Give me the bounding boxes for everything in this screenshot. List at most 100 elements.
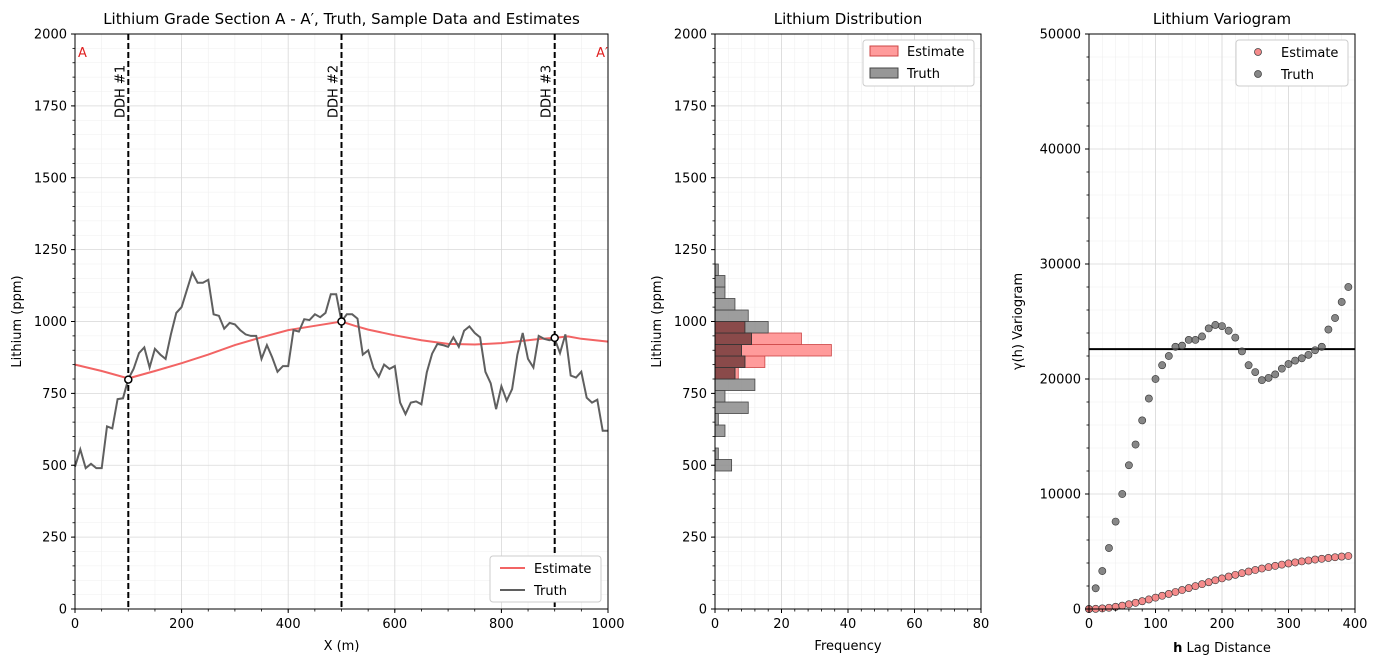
section-x-axis-label: X (m)	[324, 639, 360, 654]
estimate-variogram-point	[1171, 588, 1180, 596]
truth-variogram-point	[1151, 375, 1160, 383]
truth-variogram-point	[1184, 335, 1193, 344]
distribution-y-tick-label: 2000	[674, 28, 707, 43]
estimate-variogram-point	[1277, 560, 1286, 569]
truth-variogram-point	[1337, 298, 1346, 306]
variogram-y-tick-label: 0	[1073, 603, 1081, 618]
distribution-x-tick-label: 0	[711, 617, 719, 632]
distribution-x-tick-label: 20	[773, 617, 790, 632]
drillhole-label-3: DDH #3	[540, 65, 555, 118]
section-x-tick-label: 800	[489, 617, 514, 632]
truth-hist-bar	[714, 298, 736, 311]
estimate-variogram-point	[1238, 569, 1246, 578]
truth-variogram-point	[1211, 321, 1220, 329]
section-chart: DDH #1 DDH #2 DDH #3 0 200 400 600 800 1000 0 250…	[10, 10, 625, 654]
variogram-x-tick-label: 300	[1276, 617, 1301, 632]
truth-variogram-point	[1344, 283, 1353, 291]
section-y-tick-label: 0	[59, 603, 67, 618]
section-x-tick-label: 1000	[591, 617, 624, 632]
truth-hist-bar	[714, 309, 749, 322]
estimate-variogram-point	[1191, 582, 1200, 591]
estimate-variogram-point	[1131, 598, 1140, 607]
distribution-y-tick-label: 500	[682, 459, 707, 474]
truth-variogram-point	[1251, 368, 1260, 376]
variogram-legend: Estimate Truth	[1235, 39, 1349, 87]
truth-variogram-point	[1284, 360, 1293, 368]
truth-variogram-point	[1231, 333, 1240, 342]
truth-variogram-point	[1191, 335, 1200, 344]
distribution-y-axis-label: Lithium (ppm)	[650, 275, 665, 367]
overlap-hist-bar	[714, 344, 743, 357]
truth-variogram-point	[1204, 324, 1213, 333]
estimate-variogram-point	[1211, 576, 1220, 585]
distribution-y-tick-label: 250	[682, 531, 707, 546]
distribution-y-tick-label: 1750	[674, 99, 707, 114]
estimate-variogram-point	[1224, 572, 1233, 581]
distribution-legend: Estimate Truth	[862, 39, 975, 87]
section-y-tick-label: 500	[42, 459, 67, 474]
truth-hist-bar	[714, 459, 733, 472]
variogram-legend-estimate: Estimate	[1281, 46, 1338, 61]
distribution-y-tick-label: 1000	[674, 315, 707, 330]
overlap-hist-bar	[714, 355, 746, 368]
truth-variogram-point	[1244, 361, 1253, 370]
estimate-variogram-point	[1151, 593, 1160, 602]
section-y-tick-label: 1000	[34, 315, 67, 330]
estimate-variogram-point	[1284, 559, 1293, 568]
section-y-tick-label: 1750	[34, 99, 67, 114]
truth-variogram-point	[1331, 314, 1339, 322]
truth-variogram-point	[1238, 347, 1246, 356]
distribution-chart: 0 20 40 60 80025050075010001250150017502000 …	[650, 10, 989, 654]
estimate-variogram-point	[1158, 591, 1167, 600]
drillhole-sample-point-3	[550, 333, 559, 343]
variogram-y-tick-label: 10000	[1040, 488, 1081, 503]
truth-variogram-point	[1277, 364, 1286, 373]
variogram-y-tick-label: 40000	[1040, 143, 1081, 158]
truth-variogram-point	[1164, 352, 1173, 360]
variogram-y-tick-label: 30000	[1040, 258, 1081, 273]
truth-variogram-point	[1291, 356, 1300, 365]
variogram-legend-truth: Truth	[1280, 68, 1314, 83]
distribution-chart-title: Lithium Distribution	[774, 10, 922, 28]
variogram-x-tick-label: 200	[1210, 617, 1235, 632]
overlap-hist-bar	[714, 332, 752, 345]
overlap-hist-bar	[714, 321, 746, 334]
variogram-y-axis-label: γ(h) Variogram	[1011, 273, 1026, 370]
section-y-tick-label: 1500	[34, 171, 67, 186]
estimate-variogram-point	[1251, 566, 1260, 574]
section-y-axis-label: Lithium (ppm)	[10, 275, 25, 367]
truth-variogram-point	[1224, 326, 1233, 335]
drillhole-sample-point-1	[124, 375, 133, 384]
estimate-variogram-point	[1331, 553, 1339, 562]
truth-variogram-point	[1271, 370, 1280, 379]
truth-hist-bar	[714, 401, 749, 414]
estimate-variogram-point	[1304, 556, 1313, 565]
distribution-x-tick-label: 40	[840, 617, 857, 632]
section-legend-truth: Truth	[533, 584, 567, 599]
truth-variogram-point	[1091, 584, 1100, 593]
truth-hist-bar	[714, 286, 726, 299]
section-x-tick-label: 400	[276, 617, 301, 632]
section-legend: Estimate Truth	[489, 555, 602, 603]
section-chart-title: Lithium Grade Section A - A′, Truth, Sam…	[103, 10, 580, 28]
estimate-variogram-point	[1244, 567, 1253, 576]
truth-hist-bar	[714, 390, 726, 403]
drillhole-sample-point-2	[337, 317, 346, 326]
truth-variogram-point	[1218, 322, 1226, 330]
truth-hist-bar	[714, 378, 756, 391]
estimate-variogram-point	[1324, 554, 1333, 562]
estimate-variogram-point	[1184, 584, 1193, 592]
estimate-variogram-point	[1204, 578, 1213, 587]
section-label-left: A	[78, 46, 87, 61]
truth-variogram-point	[1105, 544, 1113, 552]
distribution-y-tick-label: 1500	[674, 171, 707, 186]
section-y-tick-label: 250	[42, 531, 67, 546]
truth-variogram-point	[1158, 361, 1167, 370]
estimate-variogram-point	[1218, 574, 1226, 583]
distribution-x-tick-label: 60	[906, 617, 923, 632]
estimate-variogram-point	[1291, 558, 1300, 567]
estimate-variogram-point	[1144, 595, 1153, 604]
section-legend-estimate: Estimate	[534, 562, 591, 577]
truth-variogram-point	[1131, 440, 1140, 449]
section-x-tick-label: 0	[71, 617, 79, 632]
